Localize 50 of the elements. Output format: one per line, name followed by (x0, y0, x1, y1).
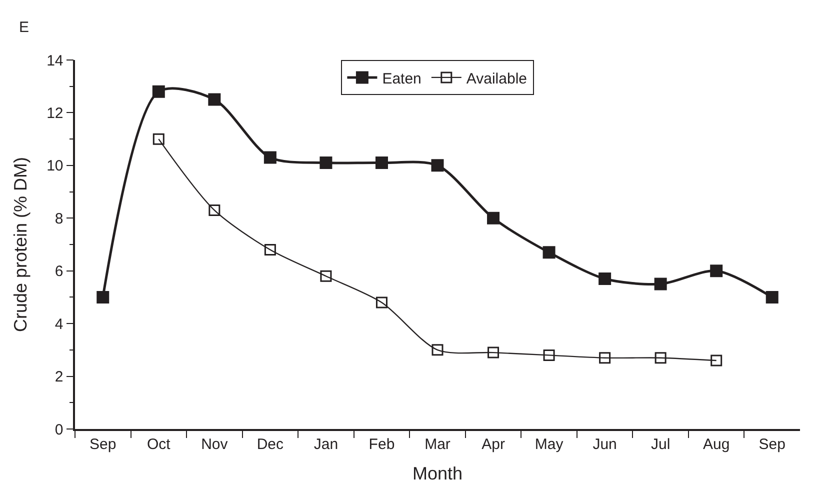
text: E (19, 19, 30, 36)
x-tick-label: Sep (90, 436, 116, 453)
point (654, 278, 667, 290)
legend-label: Available (466, 70, 528, 88)
point (487, 212, 500, 224)
x-tick-label: Aug (703, 436, 730, 453)
y-tick-label: 10 (46, 158, 64, 175)
point (208, 93, 221, 106)
x-tick-label: Nov (201, 436, 228, 453)
point (710, 354, 722, 366)
y-tick-label: 12 (46, 104, 64, 122)
x-tick-label: Mar (424, 436, 450, 453)
point (152, 85, 165, 98)
point (599, 352, 611, 364)
x-axis-title: Month (412, 463, 463, 484)
point (710, 264, 723, 278)
point (264, 244, 276, 256)
point (375, 156, 388, 170)
point (376, 296, 388, 308)
y-tick-label: 4 (54, 316, 64, 333)
legend-label: Eaten (382, 70, 422, 88)
y-tick-label: 14 (46, 52, 64, 70)
point (96, 290, 110, 304)
x-tick-label: Jun (592, 436, 617, 453)
y-tick-label: 6 (54, 263, 64, 280)
point (766, 290, 778, 304)
point (488, 346, 500, 358)
x-tick-label: Dec (256, 436, 284, 453)
point (152, 133, 164, 145)
y-axis-title: Crude protein (% DM) (10, 156, 30, 332)
x-tick-label: Feb (368, 436, 395, 453)
x-tick-label: Jul (650, 436, 670, 453)
point (432, 344, 444, 356)
x-tick-label: Jan (314, 436, 338, 453)
point (543, 349, 555, 361)
y-tick-label: 8 (54, 210, 64, 228)
point (598, 272, 612, 286)
point (431, 159, 444, 172)
point (320, 156, 332, 170)
x-tick-label: Oct (146, 436, 172, 453)
y-tick-label: 2 (54, 368, 64, 386)
x-tick-label: May (534, 436, 564, 453)
point (264, 151, 276, 164)
x-tick-label: Sep (758, 436, 786, 453)
x-tick-label: Apr (482, 436, 505, 453)
point (320, 270, 332, 282)
point (542, 246, 556, 259)
point (654, 352, 666, 364)
y-tick-label: 0 (54, 421, 64, 438)
point (208, 204, 220, 216)
